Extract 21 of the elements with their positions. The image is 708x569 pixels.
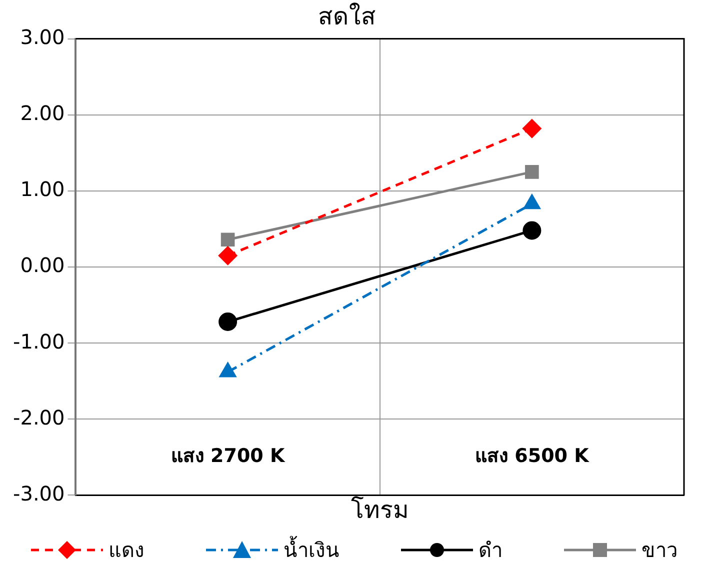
point — [522, 221, 542, 240]
x-tick-label: แสง 2700 K — [170, 445, 286, 468]
y-tick-label: -3.00 — [13, 481, 65, 506]
legend-label: ขาว — [642, 536, 678, 564]
chart-title: สดใส — [318, 2, 376, 31]
x-axis-title: โทรม — [350, 496, 409, 524]
legend-label: แดง — [108, 536, 144, 564]
y-tick-label: 3.00 — [20, 25, 65, 50]
point — [525, 165, 539, 179]
point — [220, 232, 235, 247]
legend-label: ดำ — [478, 536, 502, 564]
point — [218, 246, 238, 265]
point — [522, 119, 542, 138]
legend-label: น้ำเงิน — [284, 534, 340, 564]
x-tick-label: แสง 6500 K — [475, 445, 590, 468]
y-tick-label: 0.00 — [20, 253, 65, 278]
y-tick-label: -2.00 — [13, 405, 65, 430]
point — [218, 312, 238, 332]
y-tick-label: 1.00 — [20, 177, 65, 202]
y-tick-label: -1.00 — [13, 329, 65, 354]
y-tick-label: 2.00 — [20, 101, 65, 126]
